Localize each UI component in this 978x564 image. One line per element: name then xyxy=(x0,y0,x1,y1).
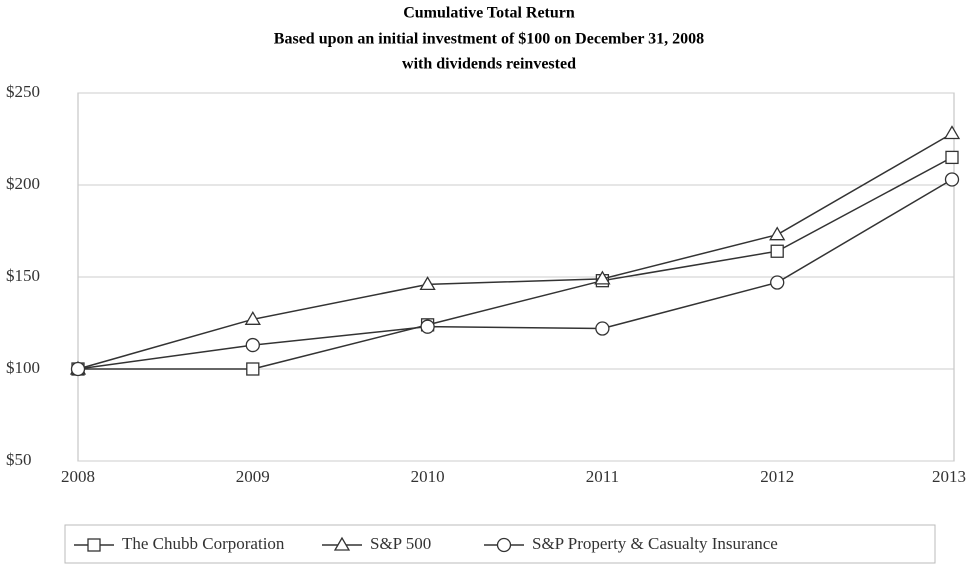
legend-label: S&P Property & Casualty Insurance xyxy=(532,534,778,553)
chart-title: Cumulative Total Return xyxy=(403,5,575,22)
data-point xyxy=(769,226,786,241)
data-point xyxy=(419,276,436,291)
data-point xyxy=(245,337,260,353)
legend-label: The Chubb Corporation xyxy=(122,534,285,553)
data-point xyxy=(420,319,435,334)
data-point xyxy=(770,275,785,290)
x-tick-label: 2009 xyxy=(236,467,270,486)
x-tick-label: 2011 xyxy=(586,467,619,486)
series-line xyxy=(77,132,953,370)
data-point xyxy=(70,361,86,377)
data-point xyxy=(246,362,260,376)
y-tick-label: $200 xyxy=(6,174,40,193)
data-point xyxy=(770,244,784,258)
legend-label: S&P 500 xyxy=(370,534,431,553)
legend-marker xyxy=(496,537,512,553)
data-point xyxy=(595,321,610,336)
x-tick-label: 2013 xyxy=(932,467,966,486)
series-line xyxy=(77,178,953,370)
data-point xyxy=(945,150,959,165)
chart-subtitle: with dividends reinvested xyxy=(402,56,576,73)
series-line xyxy=(78,156,953,370)
legend xyxy=(64,524,936,564)
x-tick-label: 2010 xyxy=(411,467,445,486)
y-tick-label: $250 xyxy=(6,82,40,101)
chart-subtitle: Based upon an initial investment of $100… xyxy=(274,31,704,48)
y-tick-label: $50 xyxy=(6,450,32,469)
data-point xyxy=(944,172,960,187)
x-tick-label: 2012 xyxy=(760,467,794,486)
x-tick-label: 2008 xyxy=(61,467,95,486)
legend-marker xyxy=(87,538,101,552)
data-point xyxy=(594,270,611,285)
legend-marker xyxy=(333,536,351,551)
data-point xyxy=(244,311,261,325)
y-tick-label: $150 xyxy=(6,266,40,285)
y-tick-label: $100 xyxy=(6,358,40,377)
data-point xyxy=(943,125,961,140)
